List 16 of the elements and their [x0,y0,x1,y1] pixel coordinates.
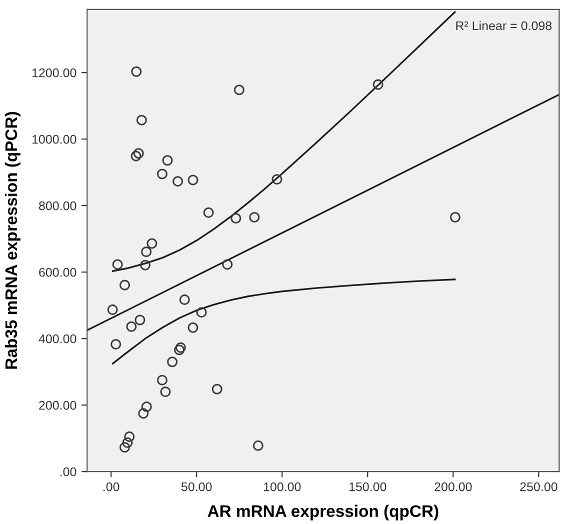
x-tick-label: 50.00 [181,482,212,492]
x-tick-label: .00 [104,482,120,492]
y-tick-label: .00 [60,467,76,476]
x-tick-label: 200.00 [434,482,472,492]
x-tick-label: 100.00 [264,482,301,492]
y-axis-title: Rab35 mRNA expression (qPCR) [4,112,20,369]
y-tick-label: 800.00 [39,201,76,210]
y-tick-label: 200.00 [39,400,76,410]
annotation: R² Linear = 0.098 [456,20,552,30]
y-tick-label: 600.00 [39,268,76,277]
y-tick-label: 1200.00 [32,68,76,78]
y-tick-label: 400.00 [38,334,76,344]
x-axis-title: AR mRNA expression (qpCR) [208,504,438,520]
x-tick-label: 250.00 [520,482,558,492]
x-tick-label: 150.00 [349,482,386,492]
y-tick-label: 1000.00 [32,134,76,144]
